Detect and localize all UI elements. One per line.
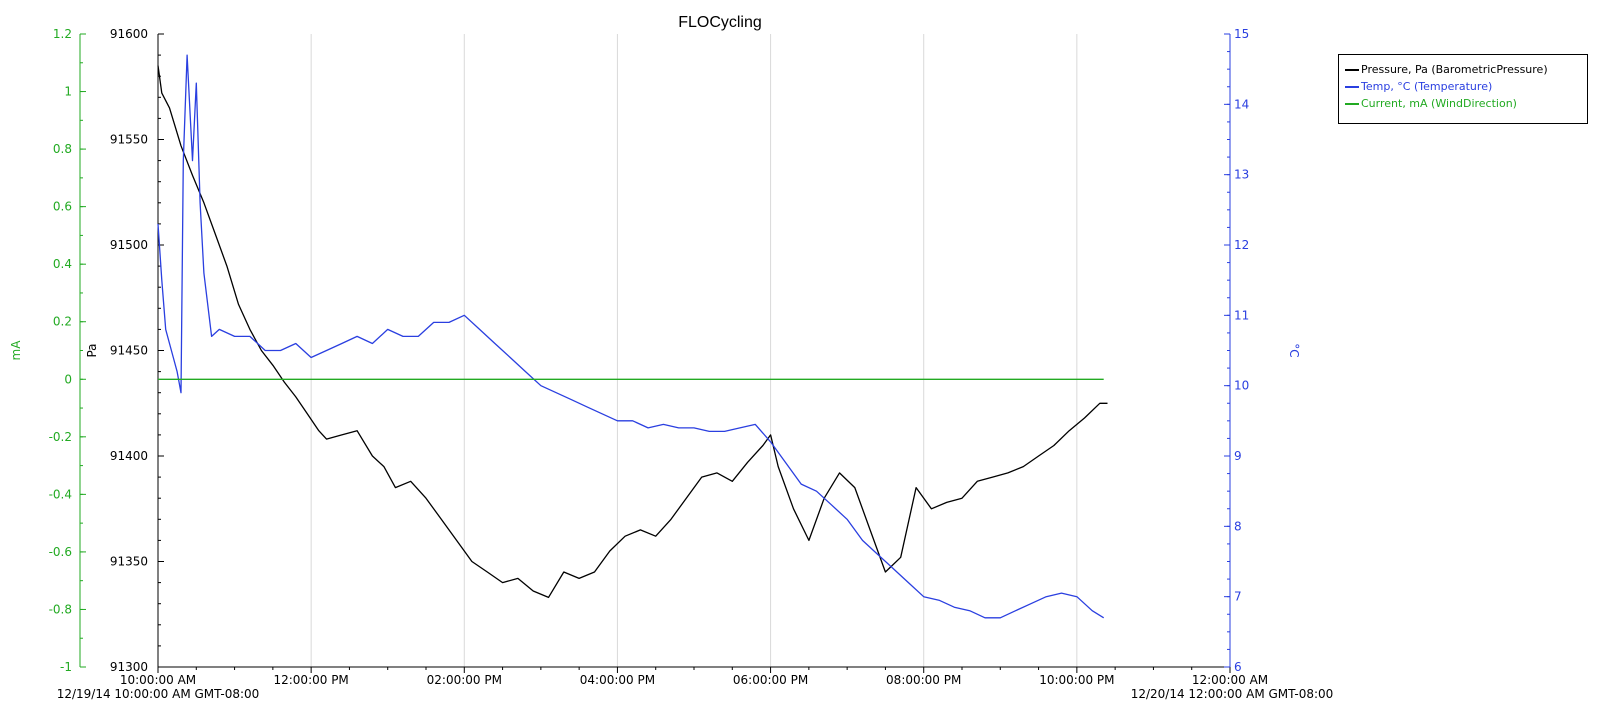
c-tick-label: 10 (1234, 379, 1249, 393)
legend-label-current: Current, mA (WindDirection) (1361, 97, 1517, 110)
ma-tick-label: 0.2 (53, 315, 72, 329)
c-tick-label: 15 (1234, 27, 1249, 41)
legend: Pressure, Pa (BarometricPressure) Temp, … (1338, 54, 1588, 124)
pa-tick-label: 91550 (110, 133, 148, 147)
legend-swatch-temp (1345, 85, 1359, 88)
pa-tick-label: 91600 (110, 27, 148, 41)
series-line-temp (157, 54, 1105, 619)
ma-tick-label: -1 (60, 660, 72, 674)
ma-tick-label: 0.4 (53, 257, 72, 271)
ma-tick-label: 0.8 (53, 142, 72, 156)
axes: 10:00:00 AM 12:00:00 PM 02:00:00 PM 04:00:0… (9, 27, 1333, 701)
x-tick-label: 06:00:00 PM (733, 673, 808, 687)
x-tick-label: 10:00:00 PM (1039, 673, 1114, 687)
pa-axis-label: Pa (85, 343, 99, 357)
series-lines (157, 54, 1108, 619)
pa-tick-label: 91300 (110, 660, 148, 674)
c-axis-label: °C (1287, 343, 1301, 357)
legend-label-pressure: Pressure, Pa (BarometricPressure) (1361, 63, 1548, 76)
ma-tick-label: -0.8 (49, 602, 72, 616)
ma-tick-label: 1 (64, 85, 72, 99)
x-start-date-label: 12/19/14 10:00:00 AM GMT-08:00 (57, 687, 260, 701)
pa-tick-label: 91350 (110, 555, 148, 569)
c-tick-label: 11 (1234, 308, 1249, 322)
legend-item-current: Current, mA (WindDirection) (1345, 95, 1581, 112)
c-tick-label: 7 (1234, 590, 1242, 604)
ma-tick-label: 1.2 (53, 27, 72, 41)
ma-axis-label: mA (9, 340, 23, 361)
pa-tick-label: 91500 (110, 238, 148, 252)
pa-tick-label: 91450 (110, 344, 148, 358)
x-tick-label: 12:00:00 PM (273, 673, 348, 687)
ma-tick-label: -0.4 (49, 487, 72, 501)
c-tick-label: 13 (1234, 168, 1249, 182)
chart-title: FLOCycling (678, 14, 762, 31)
pa-tick-label: 91400 (110, 449, 148, 463)
c-tick-label: 9 (1234, 449, 1242, 463)
ma-tick-label: -0.2 (49, 430, 72, 444)
ma-tick-label: 0 (64, 372, 72, 386)
c-tick-label: 6 (1234, 660, 1242, 674)
c-tick-label: 12 (1234, 238, 1249, 252)
legend-swatch-pressure (1345, 68, 1359, 71)
x-tick-label: 08:00:00 PM (886, 673, 961, 687)
legend-label-temp: Temp, °C (Temperature) (1361, 80, 1493, 93)
c-tick-label: 14 (1234, 97, 1249, 111)
legend-item-pressure: Pressure, Pa (BarometricPressure) (1345, 61, 1581, 78)
x-tick-label: 10:00:00 AM (120, 673, 196, 687)
ma-tick-label: -0.6 (49, 545, 72, 559)
x-end-date-label: 12/20/14 12:00:00 AM GMT-08:00 (1131, 687, 1334, 701)
c-tick-label: 8 (1234, 519, 1242, 533)
x-tick-label: 12:00:00 AM (1192, 673, 1268, 687)
legend-item-temp: Temp, °C (Temperature) (1345, 78, 1581, 95)
vertical-grid (310, 34, 1078, 667)
legend-swatch-current (1345, 102, 1359, 105)
x-tick-label: 04:00:00 PM (580, 673, 655, 687)
x-tick-label: 02:00:00 PM (427, 673, 502, 687)
ma-tick-label: 0.6 (53, 200, 72, 214)
series-line-pressure (157, 65, 1108, 599)
